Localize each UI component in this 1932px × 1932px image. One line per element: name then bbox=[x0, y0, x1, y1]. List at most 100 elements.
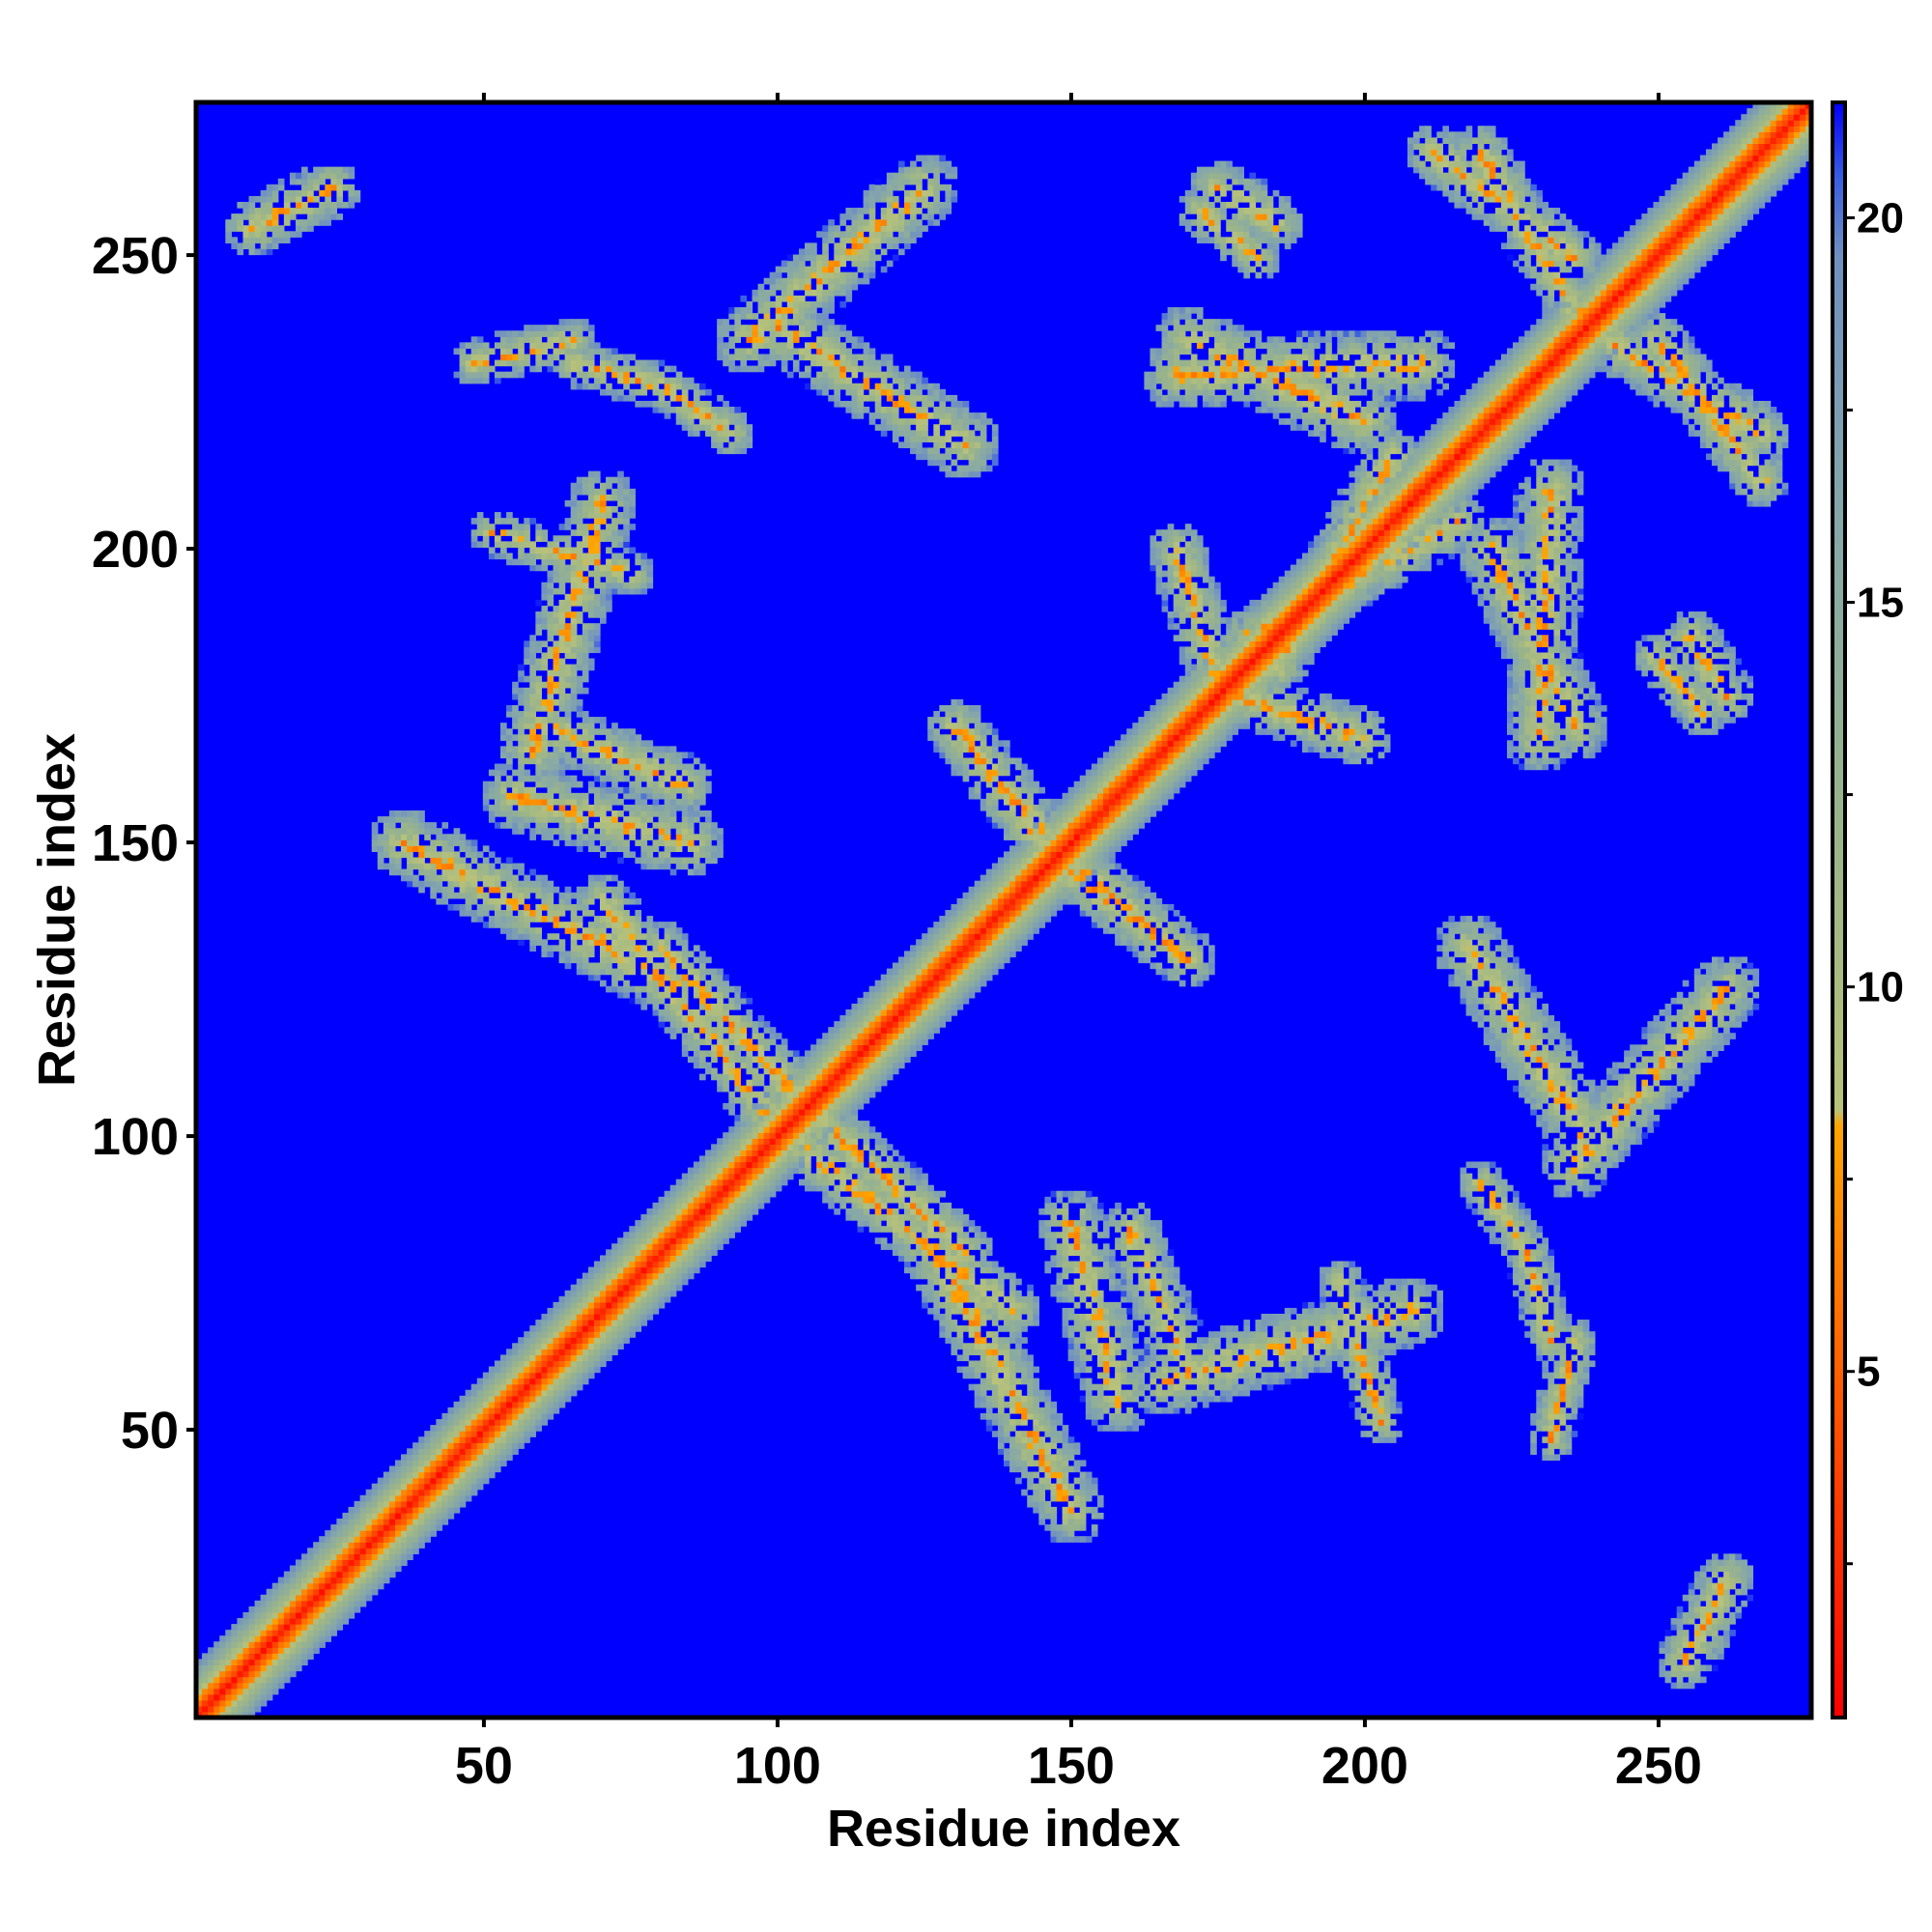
heatmap-cell bbox=[1565, 1073, 1573, 1081]
heatmap-cell bbox=[904, 1167, 911, 1175]
heatmap-cell bbox=[1349, 1354, 1356, 1362]
heatmap-cell bbox=[1190, 1314, 1198, 1321]
heatmap-cell bbox=[1465, 1184, 1473, 1192]
heatmap-cell bbox=[325, 1630, 331, 1636]
heatmap-cell bbox=[1366, 1406, 1374, 1414]
heatmap-cell bbox=[1530, 1091, 1537, 1098]
heatmap-cell bbox=[617, 1261, 624, 1268]
heatmap-cell bbox=[1413, 1307, 1420, 1315]
heatmap-cell bbox=[1167, 1343, 1175, 1350]
heatmap-cell bbox=[283, 1588, 291, 1596]
heatmap-cell bbox=[1096, 1500, 1104, 1508]
heatmap-cell bbox=[1571, 1431, 1578, 1437]
heatmap-cell bbox=[705, 1255, 712, 1263]
heatmap-cell bbox=[524, 1436, 530, 1443]
heatmap-cell bbox=[529, 1366, 536, 1374]
heatmap-cell bbox=[407, 1524, 413, 1531]
heatmap-cell bbox=[1378, 1425, 1385, 1432]
heatmap-cell bbox=[1542, 1079, 1548, 1087]
heatmap-cell bbox=[980, 1343, 987, 1350]
heatmap-cell bbox=[453, 1489, 461, 1496]
heatmap-cell bbox=[1004, 1412, 1010, 1420]
heatmap-cell bbox=[1366, 1389, 1374, 1397]
heatmap-cell bbox=[757, 1126, 765, 1133]
heatmap-cell bbox=[301, 1577, 308, 1584]
heatmap-cell bbox=[1688, 1682, 1695, 1690]
heatmap-cell bbox=[652, 1249, 660, 1257]
heatmap-cell bbox=[277, 1641, 285, 1648]
heatmap-cell bbox=[1073, 1489, 1081, 1496]
heatmap-cell bbox=[371, 1536, 379, 1543]
heatmap-cell bbox=[1085, 1412, 1093, 1420]
heatmap-cell bbox=[1460, 1179, 1467, 1186]
heatmap-cell bbox=[271, 1605, 279, 1613]
heatmap-cell bbox=[1594, 1144, 1602, 1151]
heatmap-cell bbox=[1144, 1255, 1151, 1263]
heatmap-cell bbox=[1588, 1337, 1596, 1344]
heatmap-cell bbox=[734, 1220, 741, 1227]
heatmap-cell bbox=[839, 1167, 847, 1175]
heatmap-cell bbox=[482, 1412, 490, 1420]
heatmap-cell bbox=[1588, 1144, 1596, 1151]
heatmap-cell bbox=[1676, 1653, 1684, 1661]
heatmap-cell bbox=[1033, 1431, 1039, 1437]
heatmap-cell bbox=[1202, 1372, 1209, 1379]
heatmap-cell bbox=[675, 1255, 683, 1263]
heatmap-cell bbox=[933, 1243, 940, 1250]
heatmap-cell bbox=[675, 1202, 683, 1209]
heatmap-cell bbox=[805, 1138, 811, 1145]
heatmap-cell bbox=[301, 1605, 308, 1613]
heatmap-cell bbox=[506, 1454, 513, 1462]
heatmap-cell bbox=[1056, 1460, 1064, 1467]
heatmap-cell bbox=[1542, 1389, 1548, 1397]
heatmap-cell bbox=[1436, 1307, 1443, 1315]
heatmap-cell bbox=[1038, 1494, 1046, 1502]
heatmap-cell bbox=[664, 1214, 671, 1221]
heatmap-cell bbox=[933, 1196, 940, 1204]
heatmap-cell bbox=[459, 1436, 467, 1443]
heatmap-cell bbox=[1542, 1349, 1548, 1356]
heatmap-cell bbox=[231, 1693, 239, 1701]
heatmap-cell bbox=[1121, 1343, 1127, 1350]
heatmap-cell bbox=[1161, 1261, 1169, 1268]
heatmap-cell bbox=[910, 1161, 917, 1169]
heatmap-cell bbox=[359, 1512, 367, 1520]
heatmap-cell bbox=[1559, 1290, 1567, 1297]
heatmap-cell bbox=[1494, 1202, 1502, 1209]
heatmap-cell bbox=[834, 1196, 840, 1204]
heatmap-cell bbox=[1132, 1208, 1139, 1215]
heatmap-cell bbox=[664, 1284, 671, 1292]
heatmap-cell bbox=[839, 1132, 847, 1139]
heatmap-cell bbox=[582, 1301, 589, 1309]
heatmap-cell bbox=[1372, 1354, 1379, 1362]
heatmap-cell bbox=[1102, 1406, 1110, 1414]
heatmap-cell bbox=[980, 1255, 987, 1263]
heatmap-cell bbox=[1079, 1460, 1087, 1467]
heatmap-cell bbox=[248, 1659, 256, 1666]
heatmap-cell bbox=[348, 1571, 355, 1578]
heatmap-cell bbox=[1659, 1073, 1666, 1081]
heatmap-cell bbox=[997, 1343, 1005, 1350]
heatmap-cell bbox=[1027, 1401, 1034, 1408]
heatmap-cell bbox=[1056, 1255, 1064, 1263]
heatmap-cell bbox=[939, 1214, 947, 1221]
heatmap-cell bbox=[289, 1605, 297, 1613]
heatmap-cell bbox=[863, 1126, 870, 1133]
heatmap-cell bbox=[1062, 1524, 1069, 1531]
heatmap-cell bbox=[828, 1150, 835, 1157]
heatmap-cell bbox=[342, 1530, 350, 1537]
heatmap-cell bbox=[1295, 1331, 1303, 1338]
heatmap-cell bbox=[723, 1190, 729, 1198]
heatmap-cell bbox=[1530, 1436, 1537, 1443]
heatmap-cell bbox=[675, 1208, 683, 1215]
heatmap-cell bbox=[313, 1548, 320, 1554]
heatmap-cell bbox=[482, 1401, 490, 1408]
heatmap-cell bbox=[897, 1161, 905, 1169]
heatmap-cell bbox=[985, 1349, 993, 1356]
heatmap-cell bbox=[757, 1161, 765, 1169]
heatmap-cell bbox=[558, 1372, 566, 1379]
heatmap-cell bbox=[1091, 1401, 1098, 1408]
heatmap-cell bbox=[897, 1237, 905, 1244]
heatmap-cell bbox=[1132, 1290, 1139, 1297]
heatmap-cell bbox=[752, 1208, 759, 1215]
